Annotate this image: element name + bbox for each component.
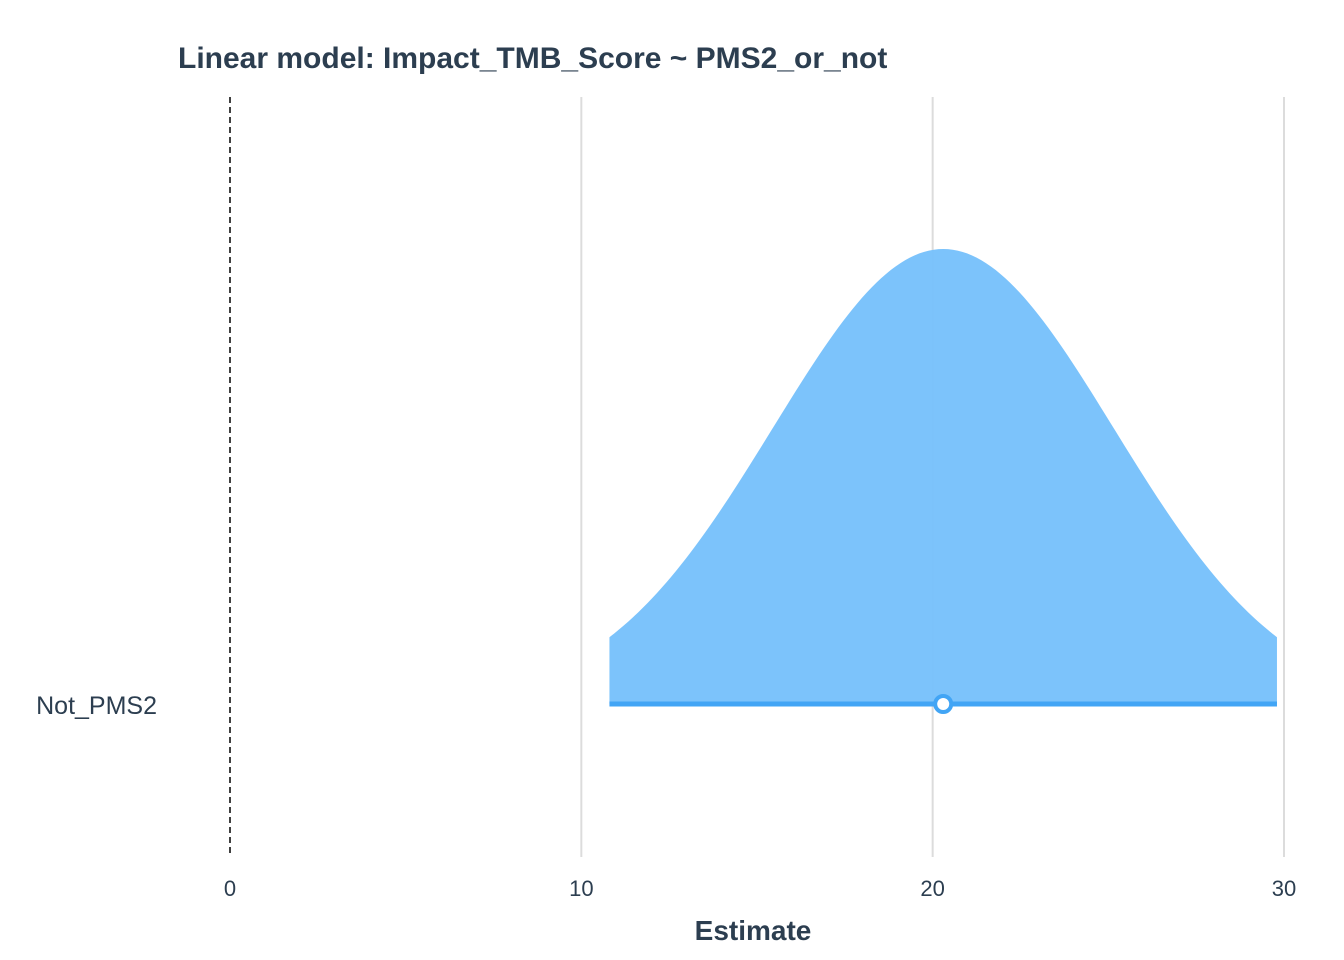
x-axis-label: Estimate <box>695 915 812 946</box>
x-tick-label: 0 <box>224 876 236 901</box>
x-tick-labels: 0 10 20 30 <box>224 876 1296 901</box>
posterior-density <box>609 249 1277 704</box>
x-tick-label: 20 <box>920 876 944 901</box>
x-tick-label: 10 <box>569 876 593 901</box>
chart-title: Linear model: Impact_TMB_Score ~ PMS2_or… <box>178 42 887 75</box>
x-tick-label: 30 <box>1272 876 1296 901</box>
y-tick-label: Not_PMS2 <box>36 692 157 720</box>
estimate-point <box>933 694 954 714</box>
